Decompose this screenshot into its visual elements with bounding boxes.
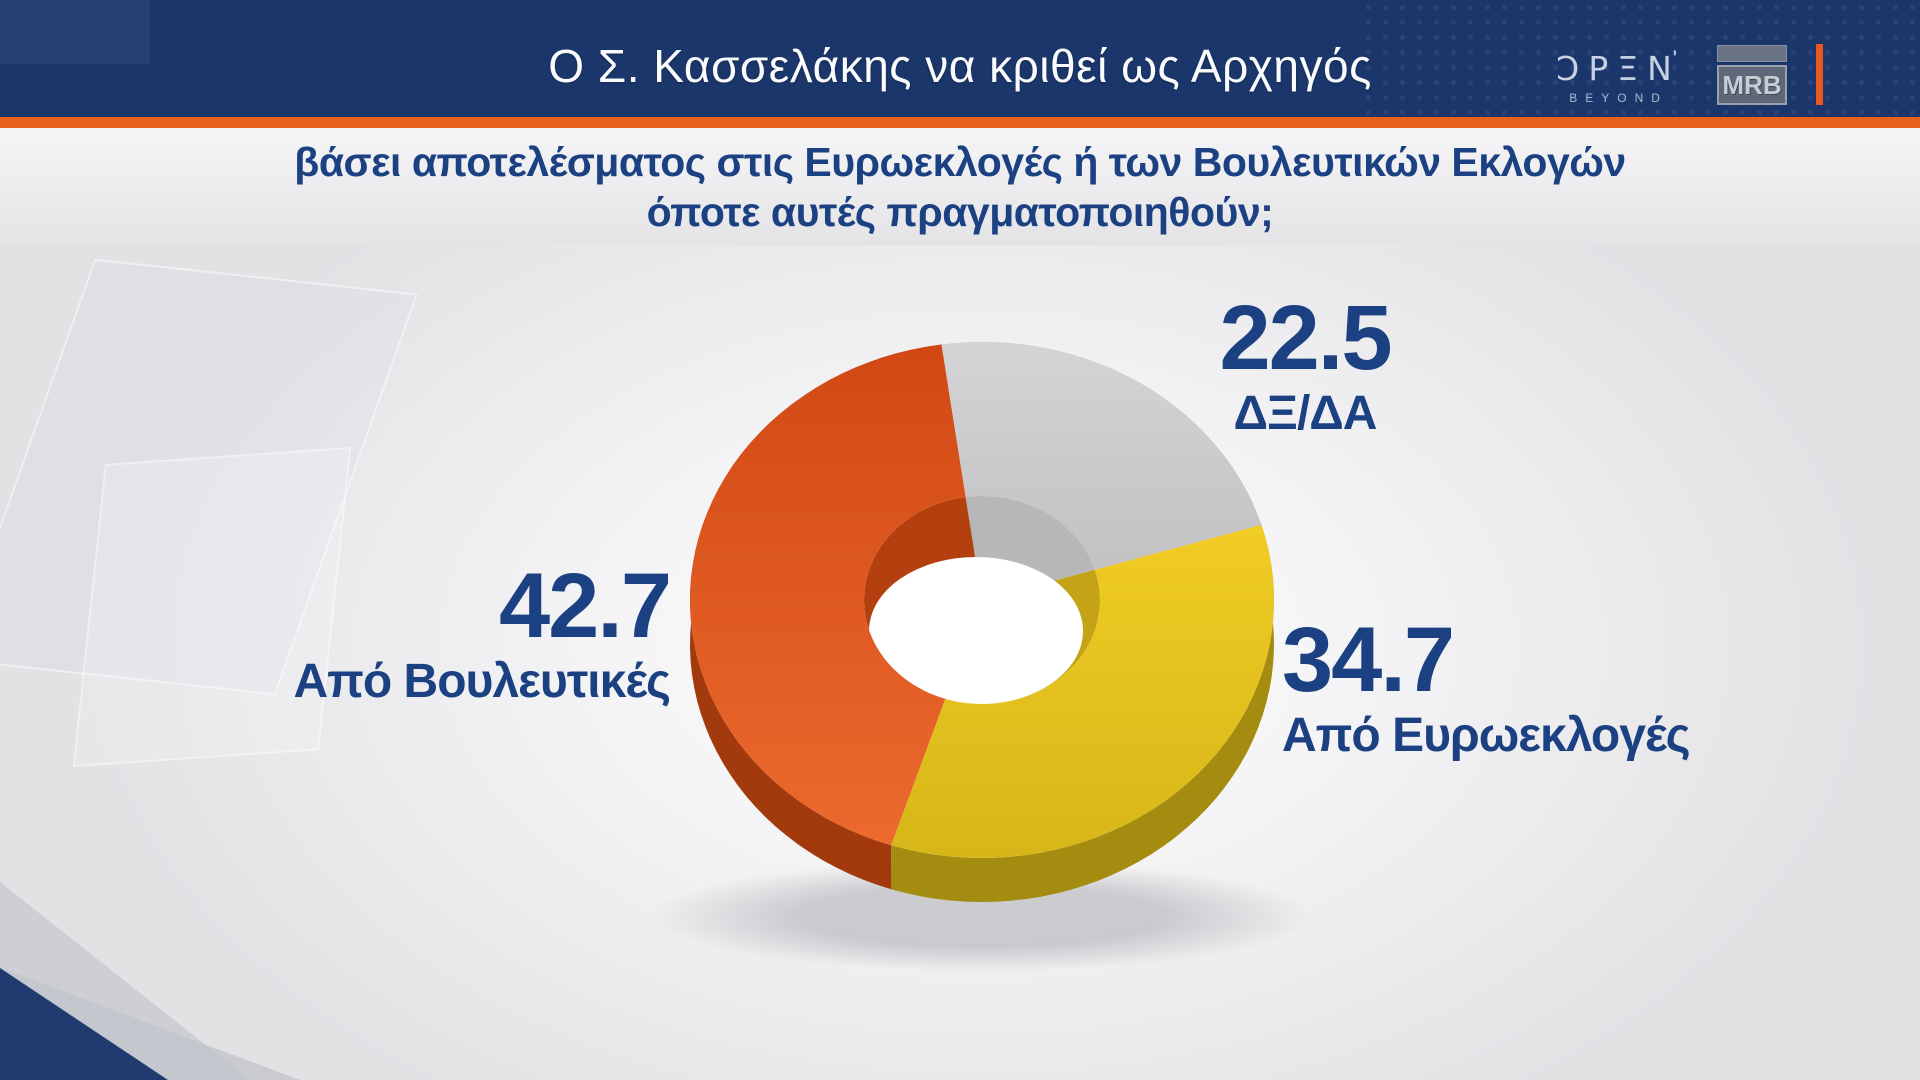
- slice-label-dxda: 22.5 ΔΞ/ΔΑ: [1130, 292, 1480, 438]
- question-band: βάσει αποτελέσματος στις Ευρωεκλογές ή τ…: [0, 128, 1920, 245]
- header-bar: Ο Σ. Κασσελάκης να κριθεί ως Αρχηγός ƆPΞ…: [0, 0, 1920, 117]
- page-title: Ο Σ. Κασσελάκης να κριθεί ως Αρχηγός: [548, 39, 1372, 92]
- open-logo-text: ƆPΞN: [1556, 49, 1681, 88]
- slice-label-vouleutikes: 42.7 Από Βουλευτικές: [200, 555, 672, 708]
- slice-label-euroekloges: 34.7 Από Ευρωεκλογές: [1282, 614, 1842, 760]
- orange-accent-bar: [1816, 44, 1823, 105]
- question-line-1: βάσει αποτελέσματος στις Ευρωεκλογές ή τ…: [294, 138, 1626, 185]
- open-channel-logo: ƆPΞN' BEYOND: [1556, 46, 1677, 105]
- orange-divider-line: [0, 117, 1920, 128]
- mrb-logo-text: MRB: [1717, 65, 1787, 105]
- mrb-logo-top-block: [1717, 45, 1787, 62]
- open-logo-tick: ': [1672, 46, 1677, 71]
- slice-name: Από Ευρωεκλογές: [1282, 709, 1691, 762]
- slice-value: 22.5: [1219, 287, 1392, 389]
- mrb-agency-logo: MRB: [1717, 45, 1787, 108]
- slice-name: Από Βουλευτικές: [293, 655, 671, 708]
- slice-name: ΔΞ/ΔΑ: [1233, 387, 1378, 440]
- open-logo-tagline: BEYOND: [1569, 91, 1668, 105]
- question-line-2: όποτε αυτές πραγματοποιηθούν;: [646, 188, 1274, 235]
- slice-value: 34.7: [1282, 609, 1455, 711]
- slice-value: 42.7: [498, 555, 672, 657]
